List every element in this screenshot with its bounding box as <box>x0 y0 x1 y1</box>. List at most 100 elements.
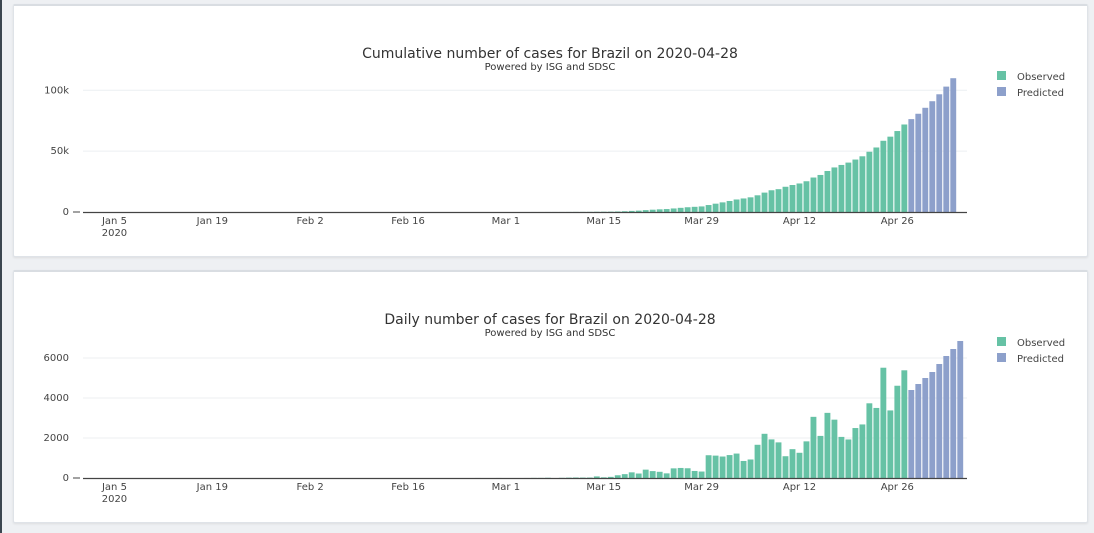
y-tick-label: 100k <box>44 85 69 96</box>
bar-observed <box>649 209 656 212</box>
bar-observed <box>859 424 866 478</box>
bar-observed <box>621 474 628 478</box>
cumulative-cases-chart: 0 50k 100k Jan 5 Jan 19 Feb 2 Feb 16 Mar 1 Mar 1… <box>44 46 1065 239</box>
bar-observed <box>677 467 684 478</box>
legend-label-observed[interactable]: Observed <box>1017 338 1065 349</box>
daily-cases-chart: 0 2000 4000 6000 Jan 5 Jan 19 Feb 2 Feb 16 Mar 1… <box>44 312 1066 505</box>
x-tick-label: Feb 2 <box>297 482 324 493</box>
cumulative-cases-card: 0 50k 100k Jan 5 Jan 19 Feb 2 Feb 16 Mar 1 Mar 1… <box>13 4 1088 257</box>
bar-observed <box>817 435 824 478</box>
bar-observed <box>887 136 894 212</box>
bar-predicted <box>936 364 943 478</box>
bar-observed <box>754 444 761 478</box>
bar-observed <box>880 140 887 212</box>
y-tick-label: 2000 <box>44 433 69 444</box>
legend-swatch-predicted[interactable] <box>997 353 1006 362</box>
bar-predicted <box>908 119 915 212</box>
bar-predicted <box>908 390 915 478</box>
bar-observed <box>852 159 859 212</box>
bar-observed <box>670 208 677 212</box>
bar-predicted <box>922 107 929 212</box>
bar-predicted <box>929 372 936 478</box>
legend-label-predicted[interactable]: Predicted <box>1017 354 1064 365</box>
x-tick-year-label: 2020 <box>102 228 127 239</box>
bar-observed <box>768 190 775 212</box>
bar-observed <box>754 195 761 212</box>
bar-observed <box>747 197 754 212</box>
bar-observed <box>789 185 796 212</box>
bar-observed <box>901 124 908 212</box>
bar-observed <box>684 207 691 212</box>
legend-swatch-observed[interactable] <box>997 71 1006 80</box>
bar-observed <box>838 436 845 478</box>
bar-observed <box>698 471 705 478</box>
bar-observed <box>642 210 649 212</box>
x-tick-label: Mar 15 <box>586 482 621 493</box>
x-tick-label: Feb 16 <box>391 216 425 227</box>
x-tick-label: Mar 15 <box>586 216 621 227</box>
bar-predicted <box>950 78 957 212</box>
window-edge <box>0 0 2 533</box>
y-tick-label: 6000 <box>44 353 69 364</box>
bar-observed <box>866 151 873 212</box>
bar-observed <box>628 210 635 212</box>
legend-swatch-predicted[interactable] <box>997 87 1006 96</box>
bar-observed <box>817 174 824 212</box>
bar-observed <box>691 470 698 478</box>
bar-observed <box>628 472 635 478</box>
bar-observed <box>789 449 796 478</box>
bar-observed <box>740 460 747 478</box>
bar-observed <box>852 428 859 478</box>
x-tick-label: Mar 29 <box>684 482 719 493</box>
bar-observed <box>775 442 782 478</box>
bar-observed <box>873 407 880 478</box>
y-tick-label: 0 <box>63 473 69 484</box>
x-tick-label: Jan 19 <box>196 216 228 227</box>
bar-observed <box>775 189 782 212</box>
bar-observed <box>670 468 677 478</box>
bar-observed <box>761 433 768 478</box>
bar-observed <box>740 198 747 212</box>
x-tick-label: Mar 1 <box>492 482 520 493</box>
x-tick-label: Mar 29 <box>684 216 719 227</box>
bar-observed <box>810 177 817 212</box>
bar-observed <box>824 412 831 478</box>
legend-label-predicted[interactable]: Predicted <box>1017 88 1064 99</box>
bar-observed <box>691 206 698 212</box>
bar-observed <box>656 209 663 212</box>
bar-observed <box>593 476 600 478</box>
bar-observed <box>684 468 691 478</box>
bar-observed <box>607 476 614 478</box>
x-tick-label: Feb 16 <box>391 482 425 493</box>
bar-observed <box>635 210 642 212</box>
legend-swatch-observed[interactable] <box>997 337 1006 346</box>
x-tick-label: Jan 5 <box>101 482 127 493</box>
bar-observed <box>803 181 810 212</box>
x-tick-label: Jan 19 <box>196 482 228 493</box>
bar-observed <box>649 471 656 478</box>
y-tick-label: 4000 <box>44 393 69 404</box>
bar-observed <box>726 200 733 212</box>
bar-observed <box>782 456 789 478</box>
chart-title: Daily number of cases for Brazil on 2020… <box>384 312 715 328</box>
chart-subtitle: Powered by ISG and SDSC <box>485 328 616 339</box>
bar-observed <box>656 471 663 478</box>
bar-observed <box>600 477 607 478</box>
bar-observed <box>880 367 887 478</box>
bar-observed <box>705 205 712 212</box>
bar-observed <box>796 452 803 478</box>
bar-predicted <box>957 341 964 478</box>
bar-observed <box>572 477 579 478</box>
bar-predicted <box>943 356 950 478</box>
bar-observed <box>712 455 719 478</box>
bar-observed <box>796 183 803 212</box>
bar-observed <box>614 475 621 478</box>
bar-predicted <box>915 384 922 478</box>
bar-predicted <box>929 101 936 212</box>
bar-observed <box>621 211 628 212</box>
bar-observed <box>614 211 621 212</box>
bar-observed <box>831 167 838 212</box>
bar-observed <box>803 441 810 478</box>
bar-observed <box>894 131 901 212</box>
legend-label-observed[interactable]: Observed <box>1017 72 1065 83</box>
